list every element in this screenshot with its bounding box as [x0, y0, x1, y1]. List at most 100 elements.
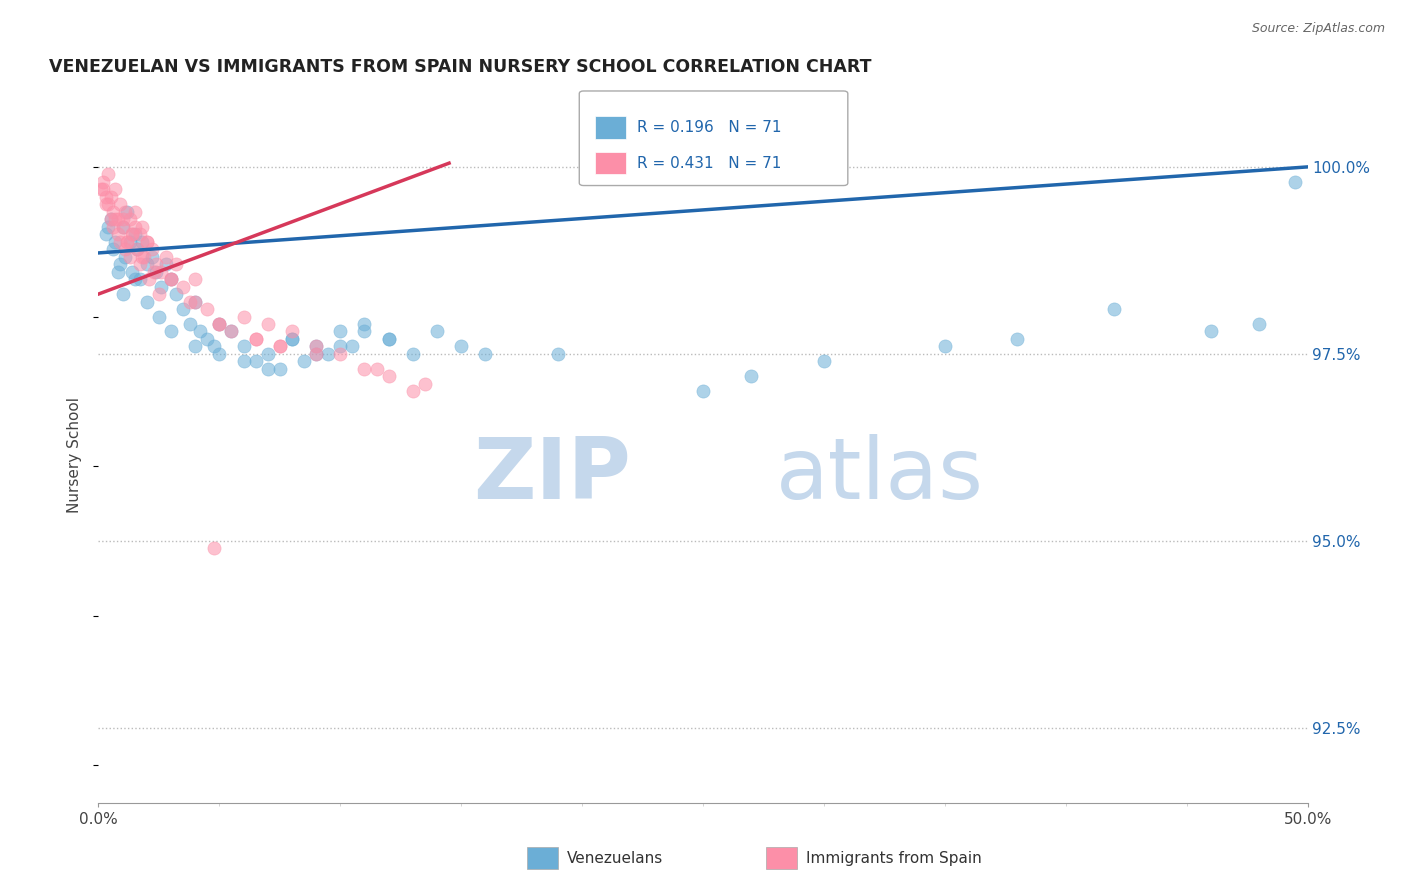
Point [305, 347, 328, 361]
Point [329, 347, 352, 361]
Point [179, 294, 201, 309]
Point [97, 219, 120, 234]
Point [148, 287, 170, 301]
Point [101, 242, 124, 256]
Point [329, 339, 352, 353]
Point [160, 325, 183, 339]
Text: R = 0.196   N = 71: R = 0.196 N = 71 [637, 120, 782, 135]
Point [150, 265, 173, 279]
Point [281, 332, 304, 346]
Point [329, 325, 352, 339]
Point [692, 384, 714, 399]
Point [141, 242, 163, 256]
Point [114, 204, 136, 219]
Point [353, 362, 375, 376]
Point [256, 362, 278, 376]
Point [256, 317, 278, 331]
Point [165, 257, 187, 271]
Point [474, 347, 496, 361]
Point [148, 310, 170, 324]
Point [184, 272, 207, 286]
Point [150, 279, 173, 293]
Point [1249, 317, 1271, 331]
Text: VENEZUELAN VS IMMIGRANTS FROM SPAIN NURSERY SCHOOL CORRELATION CHART: VENEZUELAN VS IMMIGRANTS FROM SPAIN NURS… [49, 58, 872, 76]
Point [107, 227, 129, 242]
Point [160, 272, 183, 286]
Point [114, 242, 136, 256]
Point [90, 182, 112, 196]
Point [813, 354, 835, 368]
Point [128, 227, 150, 242]
Point [245, 332, 267, 346]
Point [97, 197, 120, 211]
Point [342, 339, 364, 353]
Text: atlas: atlas [776, 434, 984, 517]
Point [104, 212, 127, 227]
Point [135, 235, 157, 249]
Point [245, 332, 267, 346]
Point [104, 235, 127, 249]
Point [179, 317, 201, 331]
Point [117, 235, 139, 249]
Point [934, 339, 956, 353]
Point [208, 317, 231, 331]
Point [1199, 325, 1222, 339]
Point [160, 272, 183, 286]
Point [111, 212, 134, 227]
Point [547, 347, 569, 361]
Point [377, 332, 399, 346]
Point [138, 272, 160, 286]
Point [402, 347, 425, 361]
Point [91, 182, 114, 196]
Point [172, 279, 194, 293]
Point [124, 219, 146, 234]
Point [316, 347, 339, 361]
Point [97, 167, 120, 181]
Point [111, 219, 134, 234]
Point [111, 219, 134, 234]
Point [221, 325, 243, 339]
Point [269, 339, 291, 353]
Point [184, 294, 207, 309]
Y-axis label: Nursery School: Nursery School [67, 397, 83, 513]
Point [101, 219, 124, 234]
Point [145, 265, 167, 279]
Point [108, 257, 131, 271]
Point [172, 301, 194, 316]
Point [124, 204, 146, 219]
Point [353, 325, 375, 339]
Point [221, 325, 243, 339]
Point [269, 339, 291, 353]
Point [195, 301, 218, 316]
Point [94, 227, 117, 242]
Point [124, 227, 146, 242]
Point [188, 325, 211, 339]
Point [117, 204, 139, 219]
Point [94, 190, 117, 204]
Point [94, 197, 117, 211]
Point [135, 257, 157, 271]
Point [128, 272, 150, 286]
Point [143, 265, 166, 279]
Text: R = 0.431   N = 71: R = 0.431 N = 71 [637, 156, 782, 170]
Point [121, 227, 143, 242]
Point [127, 242, 149, 256]
Point [118, 212, 141, 227]
Point [107, 212, 129, 227]
Point [91, 175, 114, 189]
Point [1102, 301, 1125, 316]
Point [204, 541, 226, 556]
Text: ZIP: ZIP [472, 434, 630, 517]
Point [305, 339, 328, 353]
Point [101, 204, 124, 219]
Point [269, 362, 291, 376]
Point [1284, 175, 1306, 189]
Point [100, 212, 122, 227]
Point [131, 235, 153, 249]
Point [377, 332, 399, 346]
Point [135, 235, 157, 249]
Point [232, 310, 254, 324]
Point [184, 339, 207, 353]
Point [292, 354, 315, 368]
Point [118, 235, 141, 249]
